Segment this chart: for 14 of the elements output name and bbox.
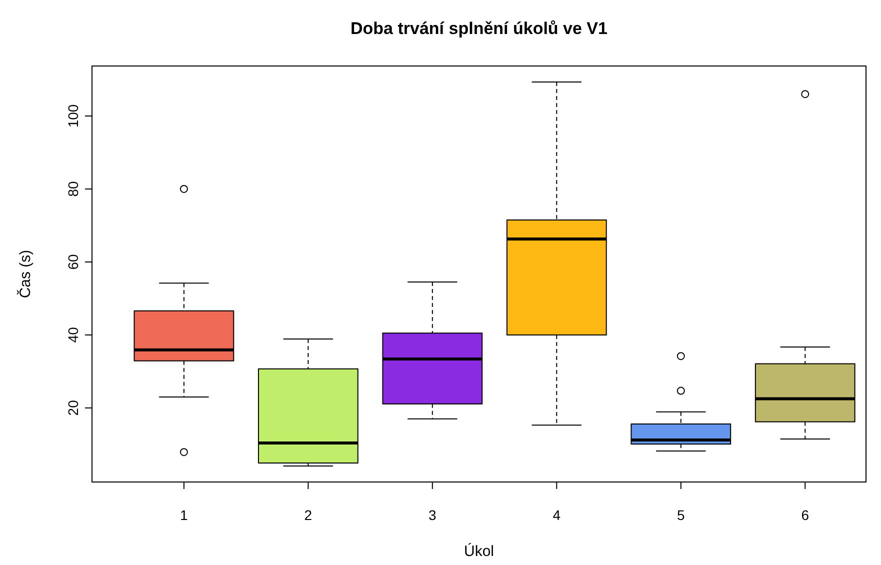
y-tick-label: 60 (65, 254, 81, 270)
x-tick-label: 2 (304, 507, 312, 523)
x-tick-label: 1 (180, 507, 188, 523)
y-tick-label: 80 (65, 180, 81, 197)
x-tick-label: 3 (428, 507, 437, 523)
y-tick-label: 40 (65, 326, 81, 343)
chart-title: Doba trvání splnění úkolů ve V1 (350, 19, 608, 38)
y-axis-title: Čas (s) (16, 250, 34, 298)
x-tick-label: 5 (676, 507, 685, 523)
x-axis-title: Úkol (464, 542, 494, 560)
y-tick-label: 100 (65, 104, 81, 128)
x-tick-label: 6 (801, 507, 810, 523)
y-tick-label: 20 (65, 400, 81, 416)
x-tick-label: 4 (552, 507, 561, 523)
